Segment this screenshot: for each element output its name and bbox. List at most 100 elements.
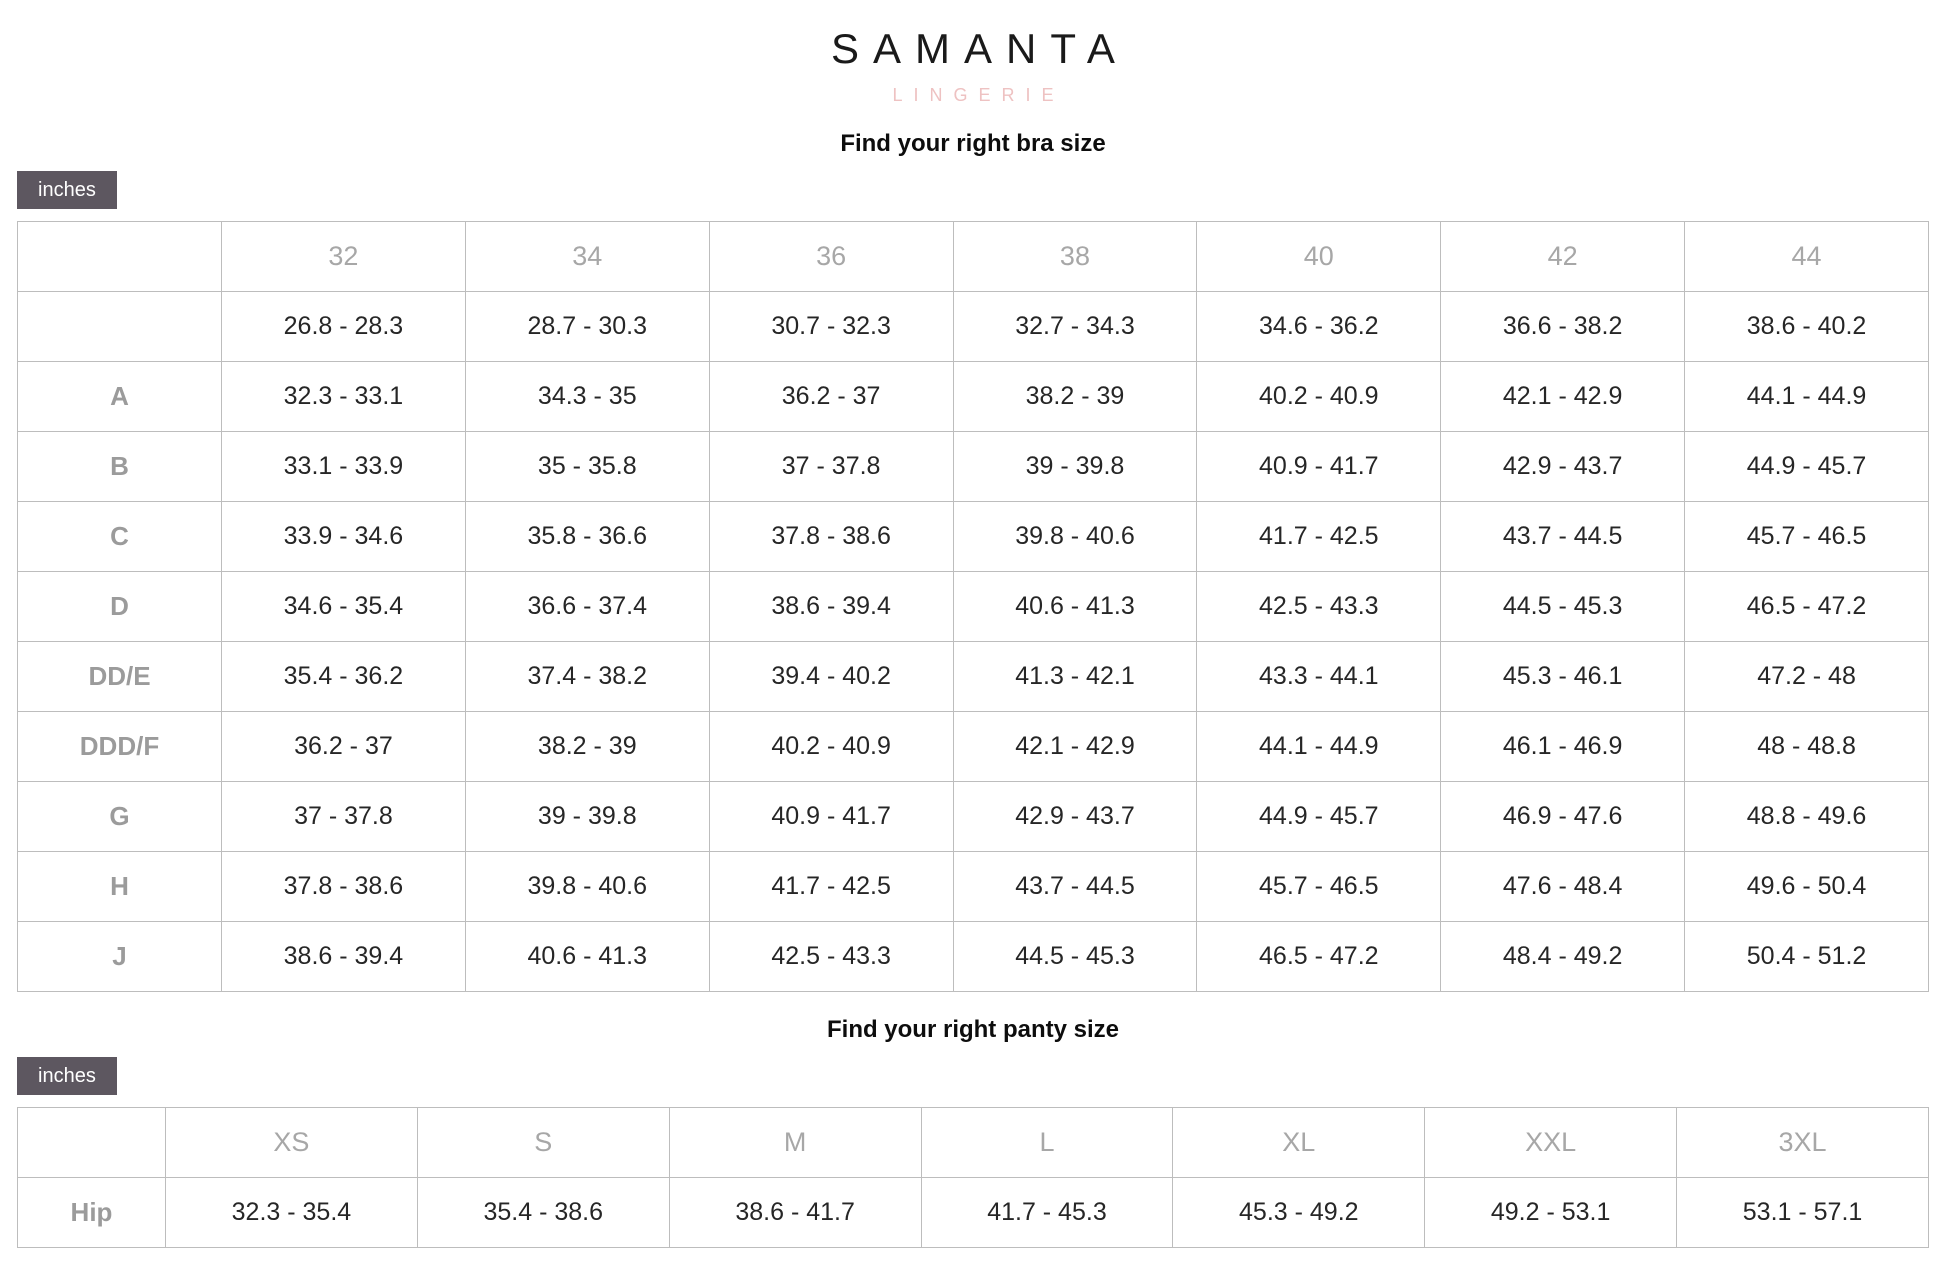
size-range-cell: 38.6 - 39.4	[708, 571, 954, 643]
row-label-b: B	[17, 431, 222, 503]
size-range-cell: 53.1 - 57.1	[1676, 1177, 1929, 1249]
table-row-b: B 33.1 - 33.9 35 - 35.8 37 - 37.8 39 - 39.8 4…	[17, 431, 1929, 503]
size-range-cell: 38.2 - 39	[464, 711, 710, 783]
size-range-cell: 46.1 - 46.9	[1440, 711, 1686, 783]
panty-units-toggle[interactable]: inches	[17, 1057, 117, 1096]
column-header-xl: XL	[1172, 1107, 1426, 1179]
table-row-c: C 33.9 - 34.6 35.8 - 36.6 37.8 - 38.6 39.8 -…	[17, 501, 1929, 573]
brand-header: SAMANTA LINGERIE	[17, 25, 1929, 106]
size-range-cell: 40.9 - 41.7	[1196, 431, 1442, 503]
size-range-cell: 26.8 - 28.3	[221, 291, 466, 363]
size-range-cell: 34.3 - 35	[464, 361, 710, 433]
table-row-ddd-f: DDD/F 36.2 - 37 38.2 - 39 40.2 - 40.9 42.1 -…	[17, 711, 1929, 783]
row-label-empty	[17, 291, 222, 363]
size-range-cell: 39 - 39.8	[952, 431, 1198, 503]
size-range-cell: 47.6 - 48.4	[1440, 851, 1686, 923]
panty-size-section: Find your right panty size inches XS S M L X…	[17, 1016, 1929, 1249]
size-range-cell: 43.3 - 44.1	[1196, 641, 1442, 713]
column-header-32: 32	[221, 221, 466, 293]
size-range-cell: 44.5 - 45.3	[1440, 571, 1686, 643]
size-range-cell: 40.6 - 41.3	[952, 571, 1198, 643]
column-header-42: 42	[1440, 221, 1686, 293]
size-range-cell: 38.6 - 39.4	[221, 921, 466, 993]
size-range-cell: 41.7 - 42.5	[708, 851, 954, 923]
size-range-cell: 30.7 - 32.3	[708, 291, 954, 363]
size-range-cell: 48 - 48.8	[1684, 711, 1929, 783]
table-row-hip: Hip 32.3 - 35.4 35.4 - 38.6 38.6 - 41.7 41.7…	[17, 1177, 1929, 1249]
size-range-cell: 48.8 - 49.6	[1684, 781, 1929, 853]
bra-table-header-row: 32 34 36 38 40 42 44	[17, 221, 1929, 293]
size-range-cell: 37 - 37.8	[221, 781, 466, 853]
size-range-cell: 35.4 - 38.6	[416, 1177, 670, 1249]
size-range-cell: 41.3 - 42.1	[952, 641, 1198, 713]
size-range-cell: 42.9 - 43.7	[952, 781, 1198, 853]
size-range-cell: 43.7 - 44.5	[952, 851, 1198, 923]
size-range-cell: 45.7 - 46.5	[1684, 501, 1929, 573]
bra-units-toggle[interactable]: inches	[17, 171, 117, 210]
size-range-cell: 35.4 - 36.2	[221, 641, 466, 713]
size-range-cell: 48.4 - 49.2	[1440, 921, 1686, 993]
panty-table-header-row: XS S M L XL XXL 3XL	[17, 1107, 1929, 1179]
table-row-d: D 34.6 - 35.4 36.6 - 37.4 38.6 - 39.4 40.6 -…	[17, 571, 1929, 643]
column-header-36: 36	[708, 221, 954, 293]
table-row-empty: 26.8 - 28.3 28.7 - 30.3 30.7 - 32.3 32.7 - …	[17, 291, 1929, 363]
size-range-cell: 46.5 - 47.2	[1196, 921, 1442, 993]
size-range-cell: 33.9 - 34.6	[221, 501, 466, 573]
size-range-cell: 43.7 - 44.5	[1440, 501, 1686, 573]
bra-section-title: Find your right bra size	[840, 130, 1106, 158]
size-range-cell: 38.2 - 39	[952, 361, 1198, 433]
column-header-empty	[17, 221, 222, 293]
size-range-cell: 28.7 - 30.3	[464, 291, 710, 363]
table-row-dd-e: DD/E 35.4 - 36.2 37.4 - 38.2 39.4 - 40.2 41.…	[17, 641, 1929, 713]
row-label-j: J	[17, 921, 222, 993]
size-range-cell: 32.3 - 33.1	[221, 361, 466, 433]
row-label-g: G	[17, 781, 222, 853]
column-header-l: L	[920, 1107, 1174, 1179]
size-range-cell: 37.4 - 38.2	[464, 641, 710, 713]
size-range-cell: 36.6 - 37.4	[464, 571, 710, 643]
size-range-cell: 41.7 - 42.5	[1196, 501, 1442, 573]
size-range-cell: 42.1 - 42.9	[1440, 361, 1686, 433]
size-range-cell: 49.6 - 50.4	[1684, 851, 1929, 923]
table-row-j: J 38.6 - 39.4 40.6 - 41.3 42.5 - 43.3 44.5 -…	[17, 921, 1929, 993]
column-header-xs: XS	[165, 1107, 418, 1179]
size-range-cell: 36.6 - 38.2	[1440, 291, 1686, 363]
size-range-cell: 39.8 - 40.6	[464, 851, 710, 923]
column-header-44: 44	[1684, 221, 1929, 293]
size-range-cell: 36.2 - 37	[221, 711, 466, 783]
size-range-cell: 39.4 - 40.2	[708, 641, 954, 713]
column-header-3xl: 3XL	[1676, 1107, 1929, 1179]
size-range-cell: 45.7 - 46.5	[1196, 851, 1442, 923]
size-range-cell: 35.8 - 36.6	[464, 501, 710, 573]
table-row-a: A 32.3 - 33.1 34.3 - 35 36.2 - 37 38.2 - 39 4…	[17, 361, 1929, 433]
size-range-cell: 42.9 - 43.7	[1440, 431, 1686, 503]
size-range-cell: 37.8 - 38.6	[221, 851, 466, 923]
size-range-cell: 40.2 - 40.9	[1196, 361, 1442, 433]
column-header-s: S	[416, 1107, 670, 1179]
panty-size-table: XS S M L XL XXL 3XL Hip 32.3 - 35.4 35.4 - 38.6 3…	[17, 1107, 1929, 1249]
size-range-cell: 32.7 - 34.3	[952, 291, 1198, 363]
size-range-cell: 34.6 - 35.4	[221, 571, 466, 643]
column-header-empty	[17, 1107, 166, 1179]
size-range-cell: 39.8 - 40.6	[952, 501, 1198, 573]
panty-section-title: Find your right panty size	[826, 1016, 1120, 1044]
size-range-cell: 34.6 - 36.2	[1196, 291, 1442, 363]
size-range-cell: 42.1 - 42.9	[952, 711, 1198, 783]
size-range-cell: 49.2 - 53.1	[1424, 1177, 1678, 1249]
size-range-cell: 46.5 - 47.2	[1684, 571, 1929, 643]
size-range-cell: 44.9 - 45.7	[1196, 781, 1442, 853]
size-range-cell: 33.1 - 33.9	[221, 431, 466, 503]
row-label-h: H	[17, 851, 222, 923]
size-range-cell: 44.1 - 44.9	[1196, 711, 1442, 783]
column-header-m: M	[668, 1107, 922, 1179]
row-label-a: A	[17, 361, 222, 433]
size-range-cell: 40.9 - 41.7	[708, 781, 954, 853]
size-range-cell: 40.6 - 41.3	[464, 921, 710, 993]
size-range-cell: 42.5 - 43.3	[1196, 571, 1442, 643]
row-label-ddd-f: DDD/F	[17, 711, 222, 783]
size-range-cell: 42.5 - 43.3	[708, 921, 954, 993]
size-range-cell: 37 - 37.8	[708, 431, 954, 503]
size-range-cell: 41.7 - 45.3	[920, 1177, 1174, 1249]
row-label-dd-e: DD/E	[17, 641, 222, 713]
column-header-xxl: XXL	[1424, 1107, 1678, 1179]
